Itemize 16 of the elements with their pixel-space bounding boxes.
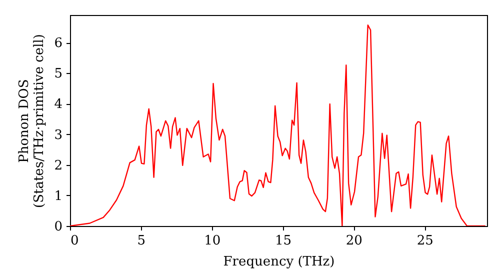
y-tick-label: 1 bbox=[54, 188, 62, 204]
x-tick-label: 15 bbox=[274, 234, 292, 248]
x-tick-label: 10 bbox=[204, 234, 221, 248]
x-tick-label: 20 bbox=[346, 234, 362, 248]
y-tick-label: 4 bbox=[54, 97, 62, 112]
line-series bbox=[70, 24, 486, 226]
x-tick-label: 5 bbox=[137, 234, 146, 248]
y-tick-label: 6 bbox=[54, 36, 62, 52]
x-axis-title: Frequency (THz) bbox=[223, 254, 335, 270]
y-tick-label: 5 bbox=[54, 66, 62, 82]
y-axis-title: Phonon DOS (States/THz·primitive cell) bbox=[17, 34, 48, 208]
y-tick-label: 0 bbox=[54, 220, 62, 234]
y-tick-label: 3 bbox=[54, 128, 62, 143]
x-tick-label: 25 bbox=[416, 234, 434, 248]
y-tick-label: 2 bbox=[54, 158, 62, 174]
x-tick-label: 0 bbox=[70, 234, 79, 248]
